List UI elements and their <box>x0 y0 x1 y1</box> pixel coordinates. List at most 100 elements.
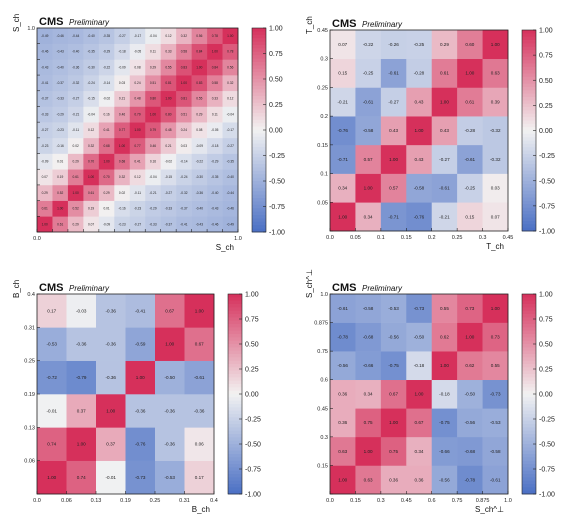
heatmap-cell <box>431 322 458 352</box>
colorbar-segment <box>252 34 266 39</box>
heatmap-cell <box>207 59 223 76</box>
heatmap-cell <box>83 200 100 217</box>
heatmap-cell <box>114 28 131 44</box>
colorbar-segment <box>228 320 242 325</box>
heatmap-cell <box>129 153 146 170</box>
heatmap-cell <box>406 436 433 466</box>
heatmap-cell <box>482 87 509 117</box>
y-axis-label: T_ch <box>305 16 314 34</box>
cell-value-label: -0.11 <box>134 191 141 195</box>
colorbar-segment <box>522 113 536 118</box>
heatmap-cell <box>83 169 100 186</box>
cell-value-label: -0.30 <box>196 175 203 179</box>
cell-value-label: 0.02 <box>73 144 79 148</box>
heatmap-cell <box>66 294 97 328</box>
heatmap-cell <box>129 200 146 217</box>
colorbar-segment <box>252 136 266 141</box>
heatmap-cell <box>129 90 146 107</box>
cell-value-label: 0.61 <box>73 175 79 179</box>
colorbar-segment <box>228 294 242 298</box>
heatmap-cell <box>330 30 356 60</box>
heatmap-cell <box>96 427 126 461</box>
heatmap-cell <box>184 360 215 395</box>
heatmap-cell <box>176 75 192 92</box>
cell-value-label: -0.40 <box>57 65 64 69</box>
heatmap-cell <box>355 87 382 117</box>
colorbar-segment <box>228 480 242 485</box>
heatmap-cell <box>191 122 208 139</box>
cell-value-label: 0.32 <box>181 34 187 38</box>
colorbar-tick-label: -0.25 <box>539 153 555 160</box>
heatmap-cell <box>330 202 356 232</box>
heatmap-cell <box>380 436 407 466</box>
cell-value-label: -0.36 <box>196 191 203 195</box>
cell-value-label: -0.66 <box>363 363 374 368</box>
colorbar-segment <box>522 350 536 355</box>
colorbar-segment <box>228 424 242 428</box>
cell-value-label: -0.17 <box>227 128 234 132</box>
colorbar-segment <box>252 31 266 36</box>
cell-value-label: 1.00 <box>88 175 94 179</box>
heatmap-cell <box>330 294 356 323</box>
heatmap-cell <box>125 327 156 361</box>
colorbar-segment <box>252 109 266 114</box>
cell-value-label: 0.17 <box>47 308 56 313</box>
heatmap-cell <box>431 351 458 381</box>
heatmap-cell <box>67 75 84 92</box>
colorbar-segment <box>522 327 536 332</box>
colorbar-segment <box>522 380 536 385</box>
plot-frame <box>329 29 509 232</box>
heatmap-cell <box>191 75 208 92</box>
cell-value-label: -0.78 <box>465 477 476 482</box>
colorbar-segment <box>522 36 536 41</box>
heatmap-cell <box>52 75 69 92</box>
colorbar-segment <box>522 180 536 185</box>
colorbar-segment <box>252 204 266 209</box>
colorbar-segment <box>522 147 536 151</box>
heatmap-cell <box>37 137 53 154</box>
cell-value-label: 0.11 <box>150 50 156 54</box>
heatmap-cell <box>125 427 156 461</box>
colorbar-segment <box>522 43 536 48</box>
cell-value-label: 0.19 <box>57 175 63 179</box>
cell-value-label: 0.34 <box>364 392 373 397</box>
cell-value-label: -0.15 <box>87 97 94 101</box>
colorbar-segment <box>252 177 266 182</box>
colorbar-segment <box>522 480 536 485</box>
cell-value-label: 0.55 <box>196 97 202 101</box>
colorbar-segment <box>522 304 536 308</box>
colorbar-segment <box>228 490 242 495</box>
heatmap-cell <box>482 322 509 352</box>
colorbar-segment <box>228 417 242 422</box>
cell-value-label: -0.56 <box>337 363 348 368</box>
cell-value-label: 1.00 <box>389 157 398 162</box>
cell-value-label: 0.61 <box>88 191 94 195</box>
colorbar-segment <box>522 340 536 345</box>
cell-value-label: 1.00 <box>136 375 145 380</box>
y-tick-label: 0.45 <box>317 28 328 34</box>
heatmap-cell <box>37 28 53 44</box>
heatmap-cell <box>207 106 223 123</box>
cell-value-label: -0.21 <box>149 191 156 195</box>
heatmap-cell <box>431 58 458 88</box>
heatmap-cell <box>114 169 131 186</box>
colorbar-segment <box>228 450 242 455</box>
cell-value-label: -0.50 <box>165 375 176 380</box>
heatmap-cell <box>83 106 100 123</box>
colorbar-segment <box>522 314 536 318</box>
cell-value-label: -0.78 <box>337 334 348 339</box>
cell-value-label: 0.34 <box>364 214 373 219</box>
colorbar-segment <box>522 190 536 195</box>
cell-value-label: -0.01 <box>47 408 58 413</box>
x-tick-label: 0.0 <box>326 235 334 241</box>
colorbar-tick-label: -0.50 <box>539 178 555 185</box>
heatmap-cell <box>67 106 84 123</box>
cell-value-label: 1.00 <box>491 42 500 47</box>
cell-value-label: 0.75 <box>389 449 398 454</box>
colorbar-tick-label: 0.50 <box>539 78 553 85</box>
cell-value-label: 1.00 <box>103 160 109 164</box>
heatmap-cell <box>145 106 161 123</box>
colorbar-segment <box>252 116 266 121</box>
heatmap-cell <box>98 200 115 217</box>
cell-value-label: -0.35 <box>211 175 218 179</box>
